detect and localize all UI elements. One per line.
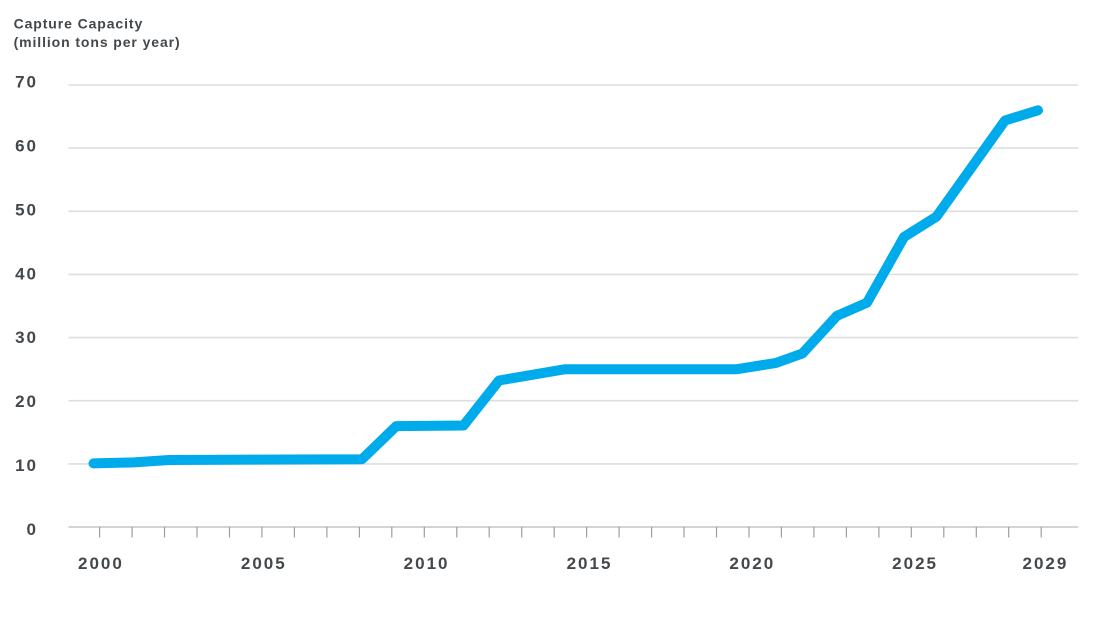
svg-text:2000: 2000: [78, 554, 124, 573]
svg-text:60: 60: [15, 137, 38, 156]
svg-text:20: 20: [15, 392, 38, 411]
svg-text:2029: 2029: [1022, 554, 1068, 573]
svg-text:10: 10: [15, 456, 38, 475]
svg-text:2010: 2010: [404, 554, 450, 573]
svg-text:30: 30: [15, 328, 38, 347]
svg-text:40: 40: [15, 264, 38, 283]
svg-text:(million tons per year): (million tons per year): [14, 34, 181, 50]
svg-text:2025: 2025: [892, 554, 938, 573]
svg-text:2005: 2005: [241, 554, 287, 573]
svg-text:2015: 2015: [567, 554, 613, 573]
svg-text:2020: 2020: [729, 554, 775, 573]
svg-text:70: 70: [15, 73, 38, 92]
svg-text:0: 0: [27, 520, 38, 539]
svg-text:Capture Capacity: Capture Capacity: [14, 16, 144, 32]
svg-text:50: 50: [15, 200, 38, 219]
